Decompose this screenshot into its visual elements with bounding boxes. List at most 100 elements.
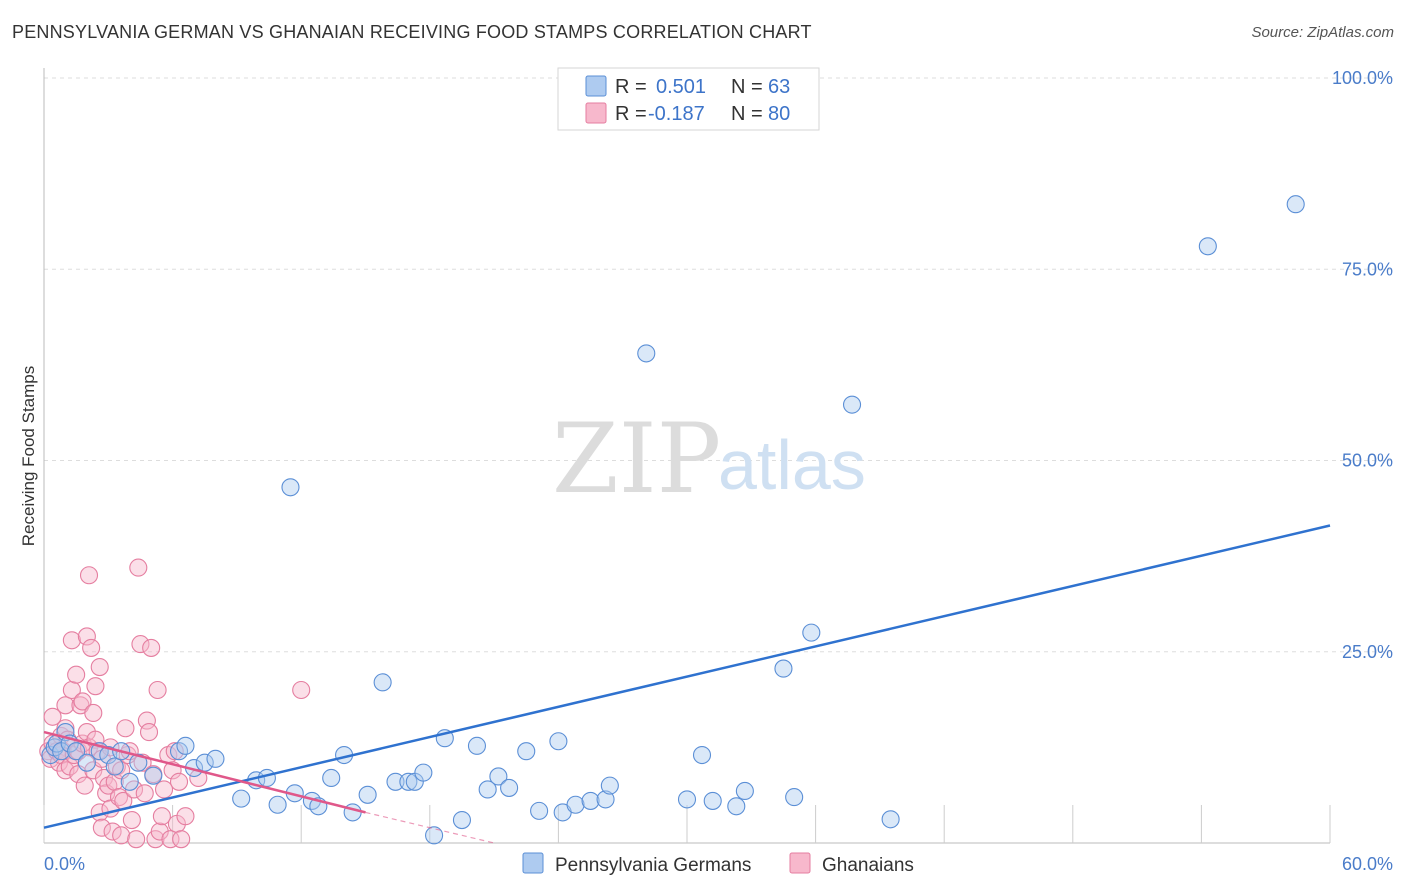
gridlines [44, 77, 1393, 653]
legend-swatch-blue [585, 75, 607, 97]
source-label: Source: ZipAtlas.com [1251, 24, 1394, 41]
ghanaians-point-29 [82, 638, 101, 657]
pennsylvania-germans-point-36 [414, 763, 433, 782]
ghanaians-point-35 [90, 657, 109, 677]
ghanaians-point-62 [139, 723, 159, 742]
pennsylvania-germans-point-64 [1286, 195, 1305, 214]
ghanaians-point-76 [172, 830, 191, 849]
pennsylvania-germans-point-10 [105, 757, 124, 776]
y-tick-labels: 25.0% 50.0% 75.0% 100.0% [1332, 68, 1393, 662]
ghanaians-point-28 [79, 566, 99, 585]
pennsylvania-germans-point-48 [566, 795, 585, 814]
pennsylvania-germans-point-59 [785, 788, 804, 807]
pennsylvania-germans-point-7 [77, 753, 96, 772]
ghanaians-point-3 [43, 707, 62, 726]
trend-line-ghanaians [43, 730, 366, 814]
ghanaians-point-67 [150, 822, 169, 841]
y-tick-label-75: 75.0% [1342, 259, 1393, 279]
ghanaians-point-24 [75, 776, 94, 795]
pennsylvania-germans-point-46 [549, 732, 568, 751]
ghanaians-point-18 [67, 665, 86, 684]
pennsylvania-germans-point-23 [268, 795, 287, 814]
ghanaians-point-71 [161, 830, 180, 849]
ghanaians-point-68 [152, 807, 171, 826]
pennsylvania-germans-point-37 [425, 826, 444, 845]
ghanaians-point-66 [148, 680, 167, 700]
ghanaians-point-79 [292, 680, 311, 700]
x-tick-label-min: 0.0% [44, 854, 85, 874]
watermark: ZIP atlas [552, 403, 866, 515]
watermark-zip: ZIP [552, 403, 721, 515]
pennsylvania-germans-point-34 [399, 772, 418, 791]
pennsylvania-germans-point-16 [176, 736, 195, 755]
pennsylvania-germans-point-54 [692, 745, 712, 765]
y-axis-title: Receiving Food Stamps [19, 366, 38, 546]
y-tick-label-50: 50.0% [1342, 451, 1393, 471]
legend-r-value-blue: 0.501 [656, 76, 706, 98]
legend-r-label-blue: R = [615, 76, 647, 98]
pennsylvania-germans-point-56 [727, 797, 746, 816]
ghanaians-point-69 [154, 780, 174, 799]
trend-line-ghanaians-extension [365, 811, 495, 844]
ghanaians-point-75 [169, 772, 189, 791]
legend-r-label-pink: R = [615, 103, 647, 125]
ghanaians-point-38 [92, 818, 111, 837]
pennsylvania-germans-point-39 [452, 810, 472, 830]
x-tick-label-max: 60.0% [1342, 854, 1393, 874]
pennsylvania-germans-point-61 [842, 395, 862, 414]
pennsylvania-germans-point-62 [881, 810, 900, 829]
pennsylvania-germans-point-52 [637, 344, 656, 363]
series-legend-swatch-pink [789, 852, 811, 874]
ghanaians-point-61 [137, 711, 156, 730]
pennsylvania-germans-point-32 [373, 673, 392, 692]
pennsylvania-germans-point-12 [120, 772, 139, 791]
legend-n-label-blue: N = [731, 76, 763, 98]
pennsylvania-germans-point-6 [67, 742, 86, 761]
pennsylvania-germans-point-45 [530, 801, 549, 820]
legend-n-value-blue: 63 [768, 76, 790, 98]
pennsylvania-germans-point-20 [232, 789, 251, 808]
pennsylvania-germans-point-13 [129, 753, 148, 772]
ghanaians-point-26 [77, 627, 96, 646]
ghanaians-point-58 [131, 635, 150, 654]
series-legend-label-blue: Pennsylvania Germans [555, 855, 751, 876]
pennsylvania-germans-point-31 [358, 785, 377, 804]
pennsylvania-germans-point-57 [735, 781, 754, 801]
pennsylvania-germans-point-24 [281, 478, 300, 497]
pennsylvania-germans-point-43 [500, 778, 519, 797]
legend-n-label-pink: N = [731, 103, 763, 125]
legend-r-value-pink: -0.187 [648, 103, 705, 125]
pennsylvania-germans-point-53 [677, 790, 697, 809]
ghanaians-point-16 [62, 631, 81, 650]
trend-lines [43, 524, 1331, 844]
series-legend-swatch-blue [522, 852, 544, 874]
legend-n-value-pink: 80 [768, 103, 790, 125]
pennsylvania-germans-point-58 [774, 659, 793, 678]
watermark-atlas: atlas [718, 426, 866, 504]
pennsylvania-germans-point-44 [517, 742, 536, 761]
pennsylvania-germans-point-33 [386, 772, 405, 791]
correlation-legend: R = 0.501 N = 63 R = -0.187 N = 80 [557, 67, 820, 131]
ghanaians-point-23 [73, 692, 92, 711]
ghanaians-point-12 [56, 696, 75, 715]
y-tick-label-25: 25.0% [1342, 642, 1393, 662]
pennsylvania-germans-point-41 [478, 780, 497, 799]
legend-swatch-pink [585, 102, 607, 124]
pennsylvania-germans-point-42 [489, 767, 508, 786]
series-legend-label-pink: Ghanaians [822, 855, 914, 876]
pennsylvania-germans-points [41, 195, 1305, 845]
series-legend: Pennsylvania Germans Ghanaians [522, 852, 914, 876]
pennsylvania-germans-point-28 [322, 768, 341, 788]
ghanaians-point-54 [122, 810, 141, 830]
pennsylvania-germans-point-50 [596, 790, 615, 809]
pennsylvania-germans-point-63 [1198, 237, 1217, 256]
x-axis-ticks [43, 805, 1331, 843]
ghanaians-point-49 [112, 826, 131, 845]
ghanaians-point-32 [86, 677, 105, 696]
ghanaians-point-73 [165, 742, 184, 761]
pennsylvania-germans-point-55 [703, 791, 722, 810]
ghanaians-point-63 [142, 638, 161, 657]
ghanaians-point-60 [135, 784, 154, 803]
pennsylvania-germans-point-14 [144, 766, 163, 785]
